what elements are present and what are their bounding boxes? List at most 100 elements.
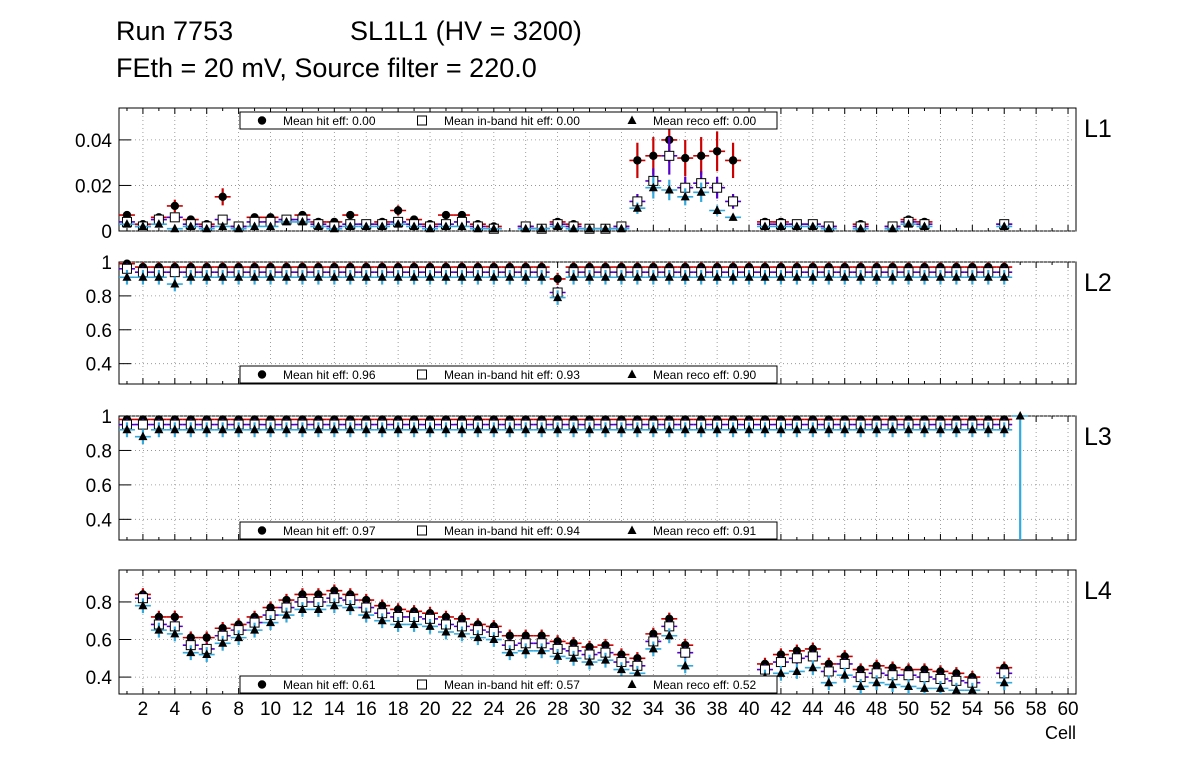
- point-reco-cell-20: [425, 223, 435, 233]
- x-tick-label: 12: [292, 699, 313, 720]
- x-tick-label: 34: [643, 699, 665, 720]
- point-hit-cell-33: [633, 156, 642, 165]
- point-hit-cell-15: [346, 210, 355, 220]
- point-reco-cell-44: [808, 424, 818, 434]
- point-hit-cell-38: [712, 147, 722, 156]
- point-hit-cell-47: [856, 665, 865, 674]
- point-reco-cell-25: [505, 647, 515, 657]
- point-reco-cell-16: [361, 610, 371, 619]
- y-tick-label: 1: [101, 407, 112, 428]
- point-reco-cell-30: [585, 424, 595, 434]
- panel-L1: 0 0.02 0.04 L1 Mean hit eff: 0.00 Mean in-ban…: [75, 107, 1112, 243]
- point-reco-cell-48: [872, 272, 882, 281]
- x-tick-label: 56: [994, 699, 1015, 720]
- point-reco-cell-54: [967, 424, 977, 434]
- point-reco-cell-21: [441, 221, 451, 230]
- plot-frame: [118, 569, 1077, 695]
- run-title: Run 7753: [116, 16, 234, 46]
- point-reco-cell-29: [569, 424, 579, 434]
- point-hit-cell-7: [218, 624, 227, 633]
- point-reco-cell-50: [904, 219, 914, 228]
- point-hit-cell-32: [617, 650, 626, 659]
- point-reco-cell-21: [441, 272, 451, 281]
- point-hit-cell-45: [824, 659, 833, 669]
- point-reco-cell-18: [393, 619, 403, 628]
- point-reco-cell-50: [904, 681, 914, 690]
- panel-label: L3: [1084, 423, 1112, 451]
- legend: Mean hit eff: 0.61 Mean in-band hit eff: …: [239, 675, 778, 694]
- point-reco-cell-26: [521, 645, 531, 655]
- point-reco-cell-2: [138, 272, 148, 281]
- legend-reco-marker: [627, 679, 637, 688]
- panel-label: L1: [1084, 115, 1112, 143]
- y-tick-label: 0.8: [86, 287, 112, 308]
- x-tick-label: 58: [1026, 699, 1047, 720]
- point-reco-cell-8: [234, 424, 244, 434]
- point-hit-cell-4: [170, 612, 180, 622]
- point-reco-cell-30: [585, 657, 595, 666]
- point-hit-cell-52: [936, 667, 945, 676]
- point-reco-cell-18: [393, 424, 403, 434]
- point-hit-cell-18: [393, 605, 403, 614]
- point-reco-cell-33: [632, 424, 642, 434]
- point-reco-cell-14: [329, 600, 339, 610]
- settings-title: FEth = 20 mV, Source filter = 220.0: [116, 53, 537, 83]
- point-reco-cell-17: [377, 272, 387, 281]
- point-reco-cell-2: [138, 600, 148, 610]
- point-inband-cell-43: [791, 653, 802, 664]
- point-inband-cell-2: [137, 419, 148, 430]
- point-hit-cell-26: [521, 631, 530, 640]
- point-reco-cell-20: [425, 424, 435, 434]
- point-reco-cell-5: [186, 424, 196, 434]
- point-inband-cell-39: [728, 196, 739, 207]
- point-reco-cell-14: [329, 272, 339, 281]
- x-tick-label: 16: [356, 699, 377, 720]
- point-reco-cell-2: [138, 221, 148, 230]
- point-reco-cell-18: [393, 219, 403, 228]
- point-reco-cell-50: [904, 424, 914, 434]
- legend-hit-marker: [257, 370, 267, 379]
- legend-hit-marker: [257, 680, 267, 689]
- x-tick-label: 44: [802, 699, 824, 720]
- point-reco-cell-4: [170, 628, 180, 638]
- point-reco-cell-23: [473, 223, 483, 233]
- point-reco-cell-8: [234, 272, 244, 281]
- point-reco-cell-3: [154, 272, 164, 281]
- x-tick-label: 48: [866, 699, 887, 720]
- point-reco-cell-42: [776, 221, 786, 230]
- point-reco-cell-49: [888, 223, 898, 233]
- point-reco-cell-13: [313, 424, 323, 434]
- x-tick-label: 18: [388, 699, 409, 720]
- point-reco-cell-33: [632, 668, 642, 677]
- point-hit-cell-36: [681, 640, 690, 650]
- point-reco-cell-1: [122, 424, 132, 434]
- point-reco-cell-49: [888, 424, 898, 434]
- y-tick-label: 0.4: [86, 668, 113, 689]
- x-tick-label: 46: [834, 699, 855, 720]
- y-tick-label: 0.8: [86, 593, 112, 614]
- panel-label: L4: [1084, 577, 1112, 605]
- series-inband: [134, 592, 1013, 689]
- point-reco-cell-40: [744, 424, 754, 434]
- point-reco-cell-15: [345, 424, 355, 434]
- point-reco-cell-36: [680, 660, 690, 670]
- point-hit-cell-46: [840, 652, 849, 661]
- point-reco-cell-26: [521, 272, 531, 281]
- point-reco-cell-48: [872, 424, 882, 434]
- point-reco-cell-6: [202, 223, 212, 233]
- point-reco-cell-11: [281, 424, 291, 434]
- point-reco-cell-32: [616, 272, 626, 281]
- point-reco-cell-29: [569, 223, 579, 233]
- point-reco-cell-51: [919, 683, 929, 692]
- point-reco-cell-9: [250, 424, 260, 434]
- point-reco-cell-19: [409, 221, 419, 230]
- legend-hit-label: Mean hit eff: 0.97: [283, 524, 376, 538]
- point-reco-cell-38: [712, 205, 722, 214]
- y-tick-label: 0.04: [75, 131, 112, 152]
- point-reco-cell-17: [377, 424, 387, 434]
- x-tick-label: 42: [770, 699, 791, 720]
- series-reco: [119, 269, 1013, 305]
- point-reco-cell-31: [600, 655, 610, 664]
- point-reco-cell-32: [616, 664, 626, 674]
